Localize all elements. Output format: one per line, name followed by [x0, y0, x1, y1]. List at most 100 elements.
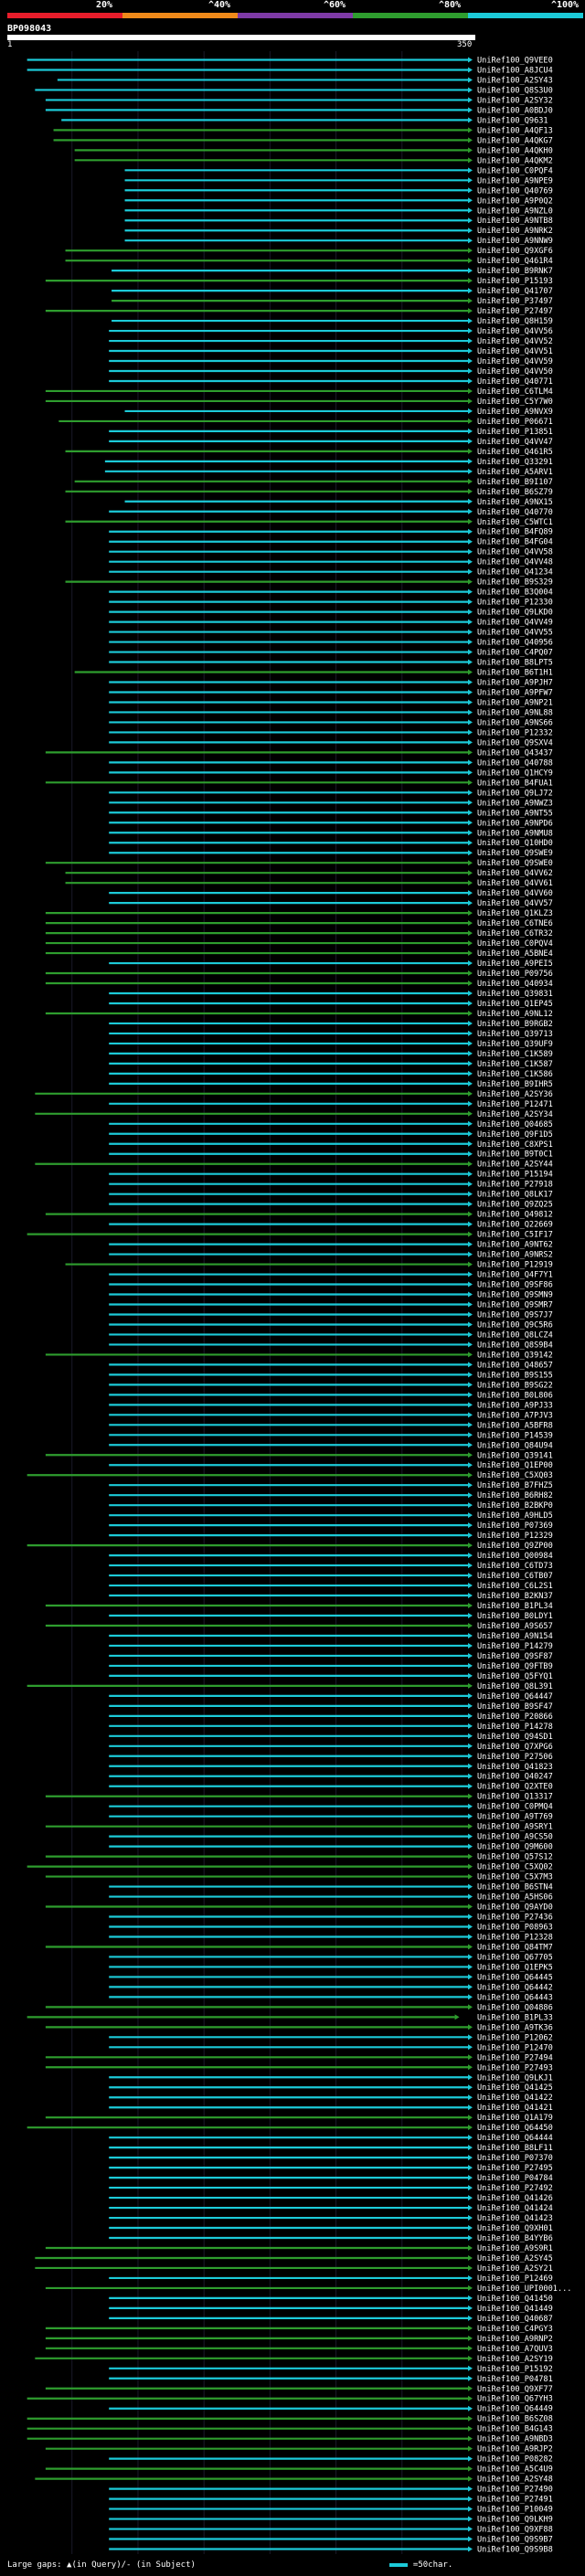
hit-label[interactable]: UniRef100_A9NPE9 — [477, 176, 553, 186]
hit-label[interactable]: UniRef100_Q41421 — [477, 2104, 553, 2113]
hit-label[interactable]: UniRef100_P15194 — [477, 1171, 553, 1180]
hit-label[interactable]: UniRef100_B2BKP0 — [477, 1501, 553, 1511]
hit-label[interactable]: UniRef100_Q40687 — [477, 2315, 553, 2324]
hit-label[interactable]: UniRef100_Q64447 — [477, 1692, 553, 1701]
hit-label[interactable]: UniRef100_C5WTC1 — [477, 518, 553, 527]
hit-label[interactable]: UniRef100_B9I107 — [477, 478, 553, 487]
hit-label[interactable]: UniRef100_A4QKH0 — [477, 146, 553, 155]
hit-label[interactable]: UniRef100_P12062 — [477, 2033, 553, 2042]
hit-label[interactable]: UniRef100_Q04685 — [477, 1120, 553, 1129]
hit-label[interactable]: UniRef100_Q1KLZ3 — [477, 909, 553, 918]
hit-label[interactable]: UniRef100_A8JCU4 — [477, 66, 553, 75]
hit-label[interactable]: UniRef100_P14279 — [477, 1642, 553, 1651]
hit-label[interactable]: UniRef100_Q40956 — [477, 639, 553, 648]
hit-label[interactable]: UniRef100_Q9SF87 — [477, 1652, 553, 1661]
hit-label[interactable]: UniRef100_A2SY34 — [477, 1110, 553, 1119]
hit-label[interactable]: UniRef100_Q41450 — [477, 2295, 553, 2304]
hit-label[interactable]: UniRef100_Q4VV47 — [477, 438, 553, 447]
hit-label[interactable]: UniRef100_B8LPT5 — [477, 659, 553, 668]
hit-label[interactable]: UniRef100_Q64444 — [477, 2134, 553, 2143]
hit-label[interactable]: UniRef100_Q41423 — [477, 2214, 553, 2223]
hit-label[interactable]: UniRef100_Q8LK17 — [477, 1191, 553, 1200]
hit-label[interactable]: UniRef100_C8XPS1 — [477, 1140, 553, 1150]
hit-label[interactable]: UniRef100_C4PGY3 — [477, 2325, 553, 2334]
hit-label[interactable]: UniRef100_Q5FYQ1 — [477, 1672, 553, 1681]
hit-label[interactable]: UniRef100_P27490 — [477, 2486, 553, 2495]
hit-label[interactable]: UniRef100_C6TB07 — [477, 1572, 553, 1581]
hit-label[interactable]: UniRef100_Q8S9B4 — [477, 1341, 553, 1350]
hit-label[interactable]: UniRef100_P12329 — [477, 1532, 553, 1541]
hit-label[interactable]: UniRef100_Q40934 — [477, 980, 553, 989]
hit-label[interactable]: UniRef100_A9SRY1 — [477, 1823, 553, 1832]
hit-label[interactable]: UniRef100_A9N154 — [477, 1632, 553, 1641]
hit-label[interactable]: UniRef100_P27494 — [477, 2053, 553, 2062]
hit-label[interactable]: UniRef100_Q39142 — [477, 1351, 553, 1360]
hit-label[interactable]: UniRef100_A9PFW7 — [477, 688, 553, 697]
hit-label[interactable]: UniRef100_Q4VV58 — [477, 548, 553, 557]
hit-label[interactable]: UniRef100_A9NBD3 — [477, 2435, 553, 2444]
hit-label[interactable]: UniRef100_A9NRK2 — [477, 227, 553, 236]
hit-label[interactable]: UniRef100_Q9SMN9 — [477, 1291, 553, 1300]
hit-label[interactable]: UniRef100_Q9FTB9 — [477, 1662, 553, 1671]
hit-label[interactable]: UniRef100_C0PQF4 — [477, 166, 553, 175]
hit-label[interactable]: UniRef100_A5ARV1 — [477, 468, 553, 477]
hit-label[interactable]: UniRef100_P12470 — [477, 2043, 553, 2052]
hit-label[interactable]: UniRef100_Q8L391 — [477, 1682, 553, 1691]
hit-label[interactable]: UniRef100_A9S9R1 — [477, 2244, 553, 2253]
hit-label[interactable]: UniRef100_Q9LJ72 — [477, 789, 553, 798]
hit-label[interactable]: UniRef100_Q9ZP00 — [477, 1542, 553, 1551]
hit-label[interactable]: UniRef100_Q4VV52 — [477, 337, 553, 346]
hit-label[interactable]: UniRef100_Q9LKD0 — [477, 609, 553, 618]
hit-label[interactable]: UniRef100_Q41425 — [477, 2083, 553, 2093]
hit-label[interactable]: UniRef100_B6SZ79 — [477, 488, 553, 497]
hit-label[interactable]: UniRef100_Q2XTE0 — [477, 1783, 553, 1792]
hit-label[interactable]: UniRef100_Q9S9B7 — [477, 2536, 553, 2545]
hit-label[interactable]: UniRef100_Q4VV49 — [477, 619, 553, 628]
hit-label[interactable]: UniRef100_B9RGB2 — [477, 1020, 553, 1029]
hit-label[interactable]: UniRef100_Q40769 — [477, 186, 553, 196]
hit-label[interactable]: UniRef100_Q9F1D5 — [477, 1130, 553, 1140]
hit-label[interactable]: UniRef100_B6T1H1 — [477, 669, 553, 678]
hit-label[interactable]: UniRef100_B4FG04 — [477, 538, 553, 547]
hit-label[interactable]: UniRef100_Q9ZQ25 — [477, 1201, 553, 1210]
hit-label[interactable]: UniRef100_Q57S12 — [477, 1853, 553, 1862]
hit-label[interactable]: UniRef100_C6TR32 — [477, 929, 553, 938]
hit-label[interactable]: UniRef100_A9PEI5 — [477, 959, 553, 969]
hit-label[interactable]: UniRef100_C1K586 — [477, 1070, 553, 1079]
hit-label[interactable]: UniRef100_A2SY21 — [477, 2264, 553, 2274]
hit-label[interactable]: UniRef100_A4QF13 — [477, 126, 553, 135]
hit-label[interactable]: UniRef100_A9P0Q2 — [477, 196, 553, 206]
hit-label[interactable]: UniRef100_A9T769 — [477, 1813, 553, 1822]
hit-label[interactable]: UniRef100_P07370 — [477, 2154, 553, 2163]
hit-label[interactable]: UniRef100_Q9SWE9 — [477, 849, 553, 858]
hit-label[interactable]: UniRef100_Q9SWE0 — [477, 859, 553, 868]
hit-label[interactable]: UniRef100_Q461R5 — [477, 448, 553, 457]
hit-label[interactable]: UniRef100_P20866 — [477, 1712, 553, 1722]
hit-label[interactable]: UniRef100_Q39UF9 — [477, 1040, 553, 1049]
hit-label[interactable]: UniRef100_B1PL34 — [477, 1602, 553, 1611]
hit-label[interactable]: UniRef100_A9NPD6 — [477, 819, 553, 828]
hit-label[interactable]: UniRef100_P04781 — [477, 2375, 553, 2384]
hit-label[interactable]: UniRef100_Q9LKJ1 — [477, 2073, 553, 2083]
hit-label[interactable]: UniRef100_A9NT62 — [477, 1241, 553, 1250]
hit-label[interactable]: UniRef100_Q9SMR7 — [477, 1301, 553, 1310]
hit-label[interactable]: UniRef100_Q41422 — [477, 2094, 553, 2103]
hit-label[interactable]: UniRef100_P27493 — [477, 2063, 553, 2072]
hit-label[interactable]: UniRef100_A9RJP2 — [477, 2445, 553, 2454]
hit-label[interactable]: UniRef100_Q41426 — [477, 2194, 553, 2203]
hit-label[interactable]: UniRef100_P12919 — [477, 1261, 553, 1270]
hit-label[interactable]: UniRef100_A2SY36 — [477, 1090, 553, 1099]
hit-label[interactable]: UniRef100_Q22669 — [477, 1221, 553, 1230]
hit-label[interactable]: UniRef100_P12332 — [477, 728, 553, 737]
hit-label[interactable]: UniRef100_Q4VV59 — [477, 357, 553, 366]
hit-label[interactable]: UniRef100_P07369 — [477, 1521, 553, 1531]
hit-label[interactable]: UniRef100_A9NT55 — [477, 809, 553, 818]
hit-label[interactable]: UniRef100_Q1HCY9 — [477, 769, 553, 778]
hit-label[interactable]: UniRef100_B4FUA1 — [477, 779, 553, 788]
hit-label[interactable]: UniRef100_A9NRS2 — [477, 1251, 553, 1260]
hit-label[interactable]: UniRef100_B3Q004 — [477, 588, 553, 598]
hit-label[interactable]: UniRef100_C5Y7W0 — [477, 398, 553, 407]
hit-label[interactable]: UniRef100_Q40771 — [477, 377, 553, 387]
hit-label[interactable]: UniRef100_A2SY45 — [477, 2254, 553, 2263]
hit-label[interactable]: UniRef100_Q9SF86 — [477, 1281, 553, 1290]
